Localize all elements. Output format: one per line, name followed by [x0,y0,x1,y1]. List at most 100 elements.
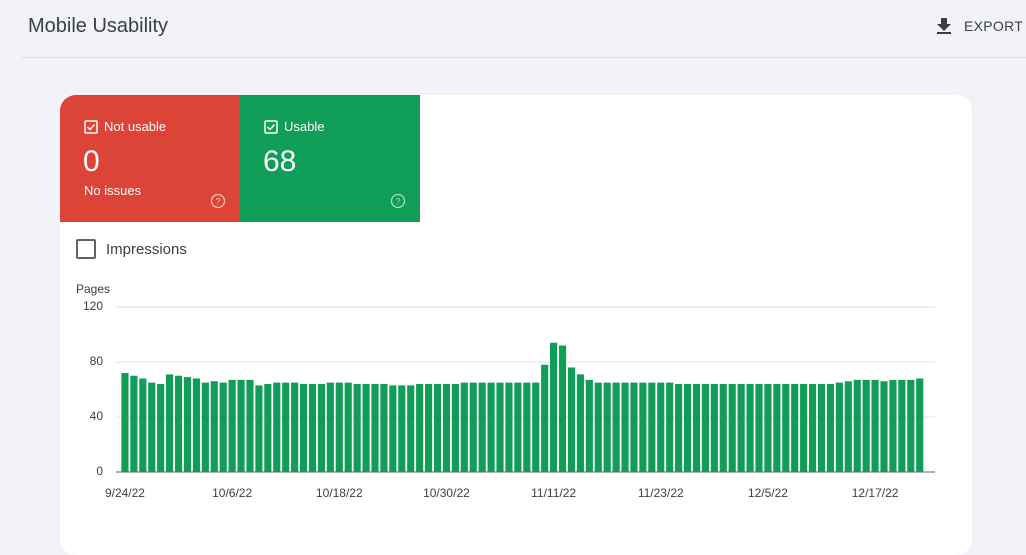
bar [380,384,388,472]
bar [201,382,209,472]
bar [657,382,665,472]
bar [853,379,861,472]
usable-tile[interactable]: Usable 68 ? [240,95,420,222]
export-label: EXPORT [964,18,1024,34]
bar [282,382,290,472]
checkbox [76,239,96,259]
svg-text:?: ? [395,197,400,207]
bar [433,384,442,472]
bar [291,382,299,472]
bar [192,378,200,472]
help-icon[interactable]: ? [390,193,406,209]
bar [710,384,718,472]
export-button[interactable]: EXPORT [934,16,1023,36]
bar [862,379,870,472]
y-tick-label: 120 [83,299,103,313]
bar [755,384,763,472]
bar [835,382,843,472]
bar [871,379,879,472]
not-usable-tile[interactable]: Not usable 0 No issues ? [60,95,240,222]
bar [335,382,343,472]
x-tick-label: 10/30/22 [423,486,470,500]
bar [880,381,888,472]
impressions-toggle[interactable]: Impressions [76,239,187,259]
bar [621,382,629,472]
bar [505,382,513,472]
bar [817,384,826,472]
bar [558,345,567,472]
bar [273,382,281,472]
bar [139,378,147,472]
bar [442,384,451,472]
bar [603,382,611,472]
bar [898,379,906,472]
bar [809,384,817,472]
download-icon [937,18,951,34]
bar [683,384,692,472]
bar [907,379,915,472]
bar [889,379,897,472]
bar [183,377,192,472]
bar [407,385,415,472]
x-tick-label: 11/11/22 [531,486,576,500]
impressions-label: Impressions [106,240,187,258]
bar [299,384,308,472]
bar [416,384,424,472]
bar [826,384,835,472]
bar [157,384,165,472]
bar [630,382,638,472]
bar [532,382,540,472]
bar [469,382,477,472]
bar [496,382,504,472]
x-tick-label: 9/24/22 [105,486,145,500]
x-tick-label: 11/23/22 [638,486,684,500]
tile-label: Not usable [104,119,167,134]
bar [701,384,709,472]
bar [317,384,325,472]
help-icon[interactable]: ? [210,193,226,209]
bar [237,379,245,472]
bar [219,382,227,472]
bar [371,384,379,472]
bar [210,381,218,472]
bar [478,382,486,472]
x-tick-label: 10/18/22 [316,486,363,500]
bar [174,375,183,472]
bar [791,384,799,472]
bar [916,378,924,472]
checkbox [84,119,98,134]
page-title: Mobile Usability [28,15,169,37]
bar [728,384,736,472]
bar [764,384,772,472]
x-tick-label: 12/17/22 [852,486,899,500]
bar [719,384,727,472]
y-axis-title: Pages [76,282,110,296]
bar [487,382,495,472]
bar [362,384,370,472]
svg-text:?: ? [215,197,220,207]
tile-value: 68 [263,145,297,178]
bar [425,384,433,472]
bar [541,364,549,472]
bar [166,374,174,472]
tile-label: Usable [284,119,325,134]
bar [389,385,397,472]
bar [326,382,334,472]
bar [585,379,593,472]
bar [255,385,263,472]
bar [782,384,790,472]
y-tick-label: 0 [96,464,103,478]
bar [773,384,781,472]
tile-value: 0 [83,145,100,178]
bar [344,382,352,472]
x-tick-label: 12/5/22 [748,486,788,500]
bar [666,382,674,472]
bar [576,374,584,472]
bar [451,384,459,472]
y-tick-label: 80 [90,354,104,368]
bar [550,342,558,472]
bar [844,381,852,472]
bar [692,384,701,472]
bar [264,384,272,472]
bar [567,367,576,472]
